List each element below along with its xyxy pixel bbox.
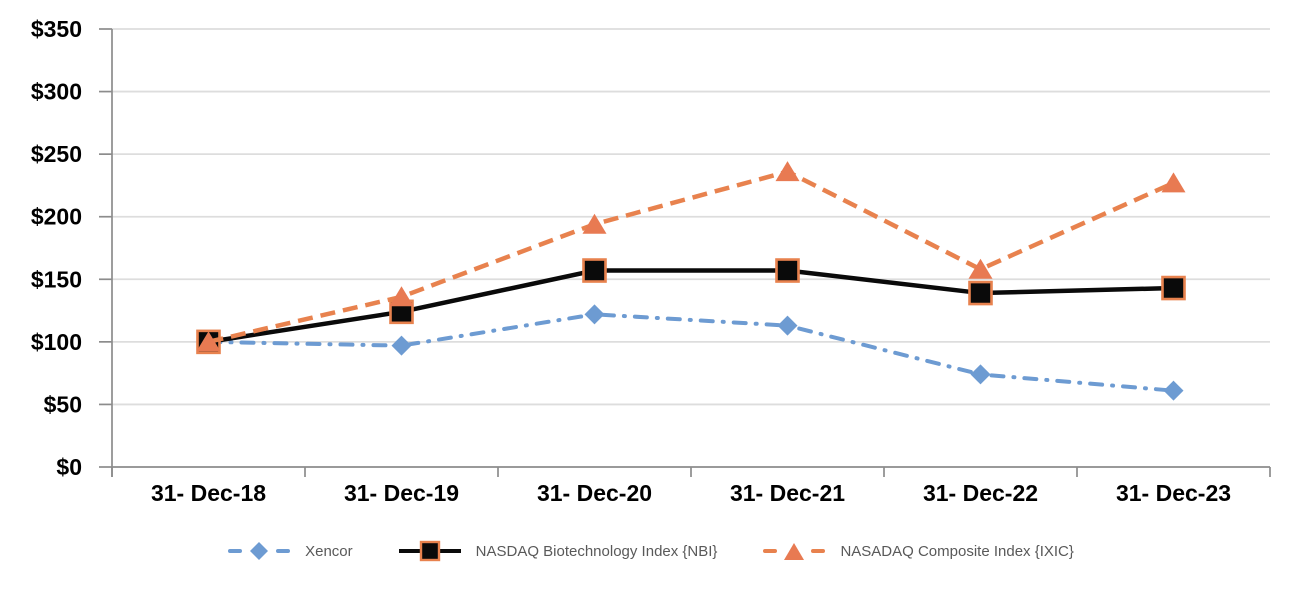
diamond-marker bbox=[391, 335, 412, 356]
x-tick-label: 31- Dec-20 bbox=[537, 480, 652, 506]
chart-legend: Xencor NASDAQ Biotechnology Index {NBI} … bbox=[0, 540, 1300, 562]
diamond-marker bbox=[584, 304, 605, 325]
nbi-solid-square-icon bbox=[398, 540, 461, 562]
y-tick-label: $200 bbox=[31, 204, 82, 230]
x-axis-labels: 31- Dec-18 31- Dec-19 31- Dec-20 31- Dec-21… bbox=[151, 480, 1231, 506]
square-marker bbox=[775, 258, 800, 283]
x-tick-label: 31- Dec-23 bbox=[1116, 480, 1231, 506]
y-tick-label: $150 bbox=[31, 266, 82, 292]
xencor-dash-dot-diamond-icon bbox=[228, 542, 291, 560]
series-nbi bbox=[196, 258, 1186, 355]
legend-item-nbi: NASDAQ Biotechnology Index {NBI} bbox=[397, 540, 718, 562]
y-tick-label: $0 bbox=[56, 454, 82, 480]
triangle-marker bbox=[196, 331, 221, 352]
x-tick-label: 31- Dec-19 bbox=[344, 480, 459, 506]
gridlines bbox=[112, 28, 1270, 406]
y-tick-label: $100 bbox=[31, 329, 82, 355]
y-tick-label: $300 bbox=[31, 79, 82, 105]
y-tick-label: $50 bbox=[44, 391, 82, 417]
x-tick-label: 31- Dec-21 bbox=[730, 480, 845, 506]
triangle-marker bbox=[968, 258, 993, 279]
triangle-marker bbox=[582, 213, 607, 234]
triangle-marker bbox=[1161, 172, 1186, 193]
square-marker bbox=[968, 280, 993, 306]
square-marker bbox=[582, 258, 607, 283]
triangle-marker bbox=[775, 161, 800, 182]
x-tick-label: 31- Dec-22 bbox=[923, 480, 1038, 506]
legend-label-ixic: NASADAQ Composite Index {IXIC} bbox=[840, 542, 1074, 560]
y-tick-label: $250 bbox=[31, 141, 82, 167]
legend-item-xencor: Xencor bbox=[226, 540, 353, 562]
y-axis-labels: $0 $50 $100 $150 $200 $250 $300 $350 bbox=[31, 16, 82, 480]
legend-item-ixic: NASADAQ Composite Index {IXIC} bbox=[761, 540, 1074, 562]
axes bbox=[99, 28, 1271, 477]
ixic-dashed-triangle-icon bbox=[763, 543, 826, 560]
series-ixic bbox=[196, 161, 1186, 352]
legend-label-nbi: NASDAQ Biotechnology Index {NBI} bbox=[475, 542, 718, 560]
triangle-marker bbox=[389, 286, 414, 307]
y-tick-label: $350 bbox=[31, 16, 82, 42]
diamond-marker bbox=[970, 364, 991, 385]
diamond-marker bbox=[777, 315, 798, 336]
x-tick-label: 31- Dec-18 bbox=[151, 480, 266, 506]
square-marker bbox=[1161, 275, 1186, 301]
diamond-marker bbox=[1163, 380, 1184, 401]
legend-label-xencor: Xencor bbox=[305, 542, 353, 560]
